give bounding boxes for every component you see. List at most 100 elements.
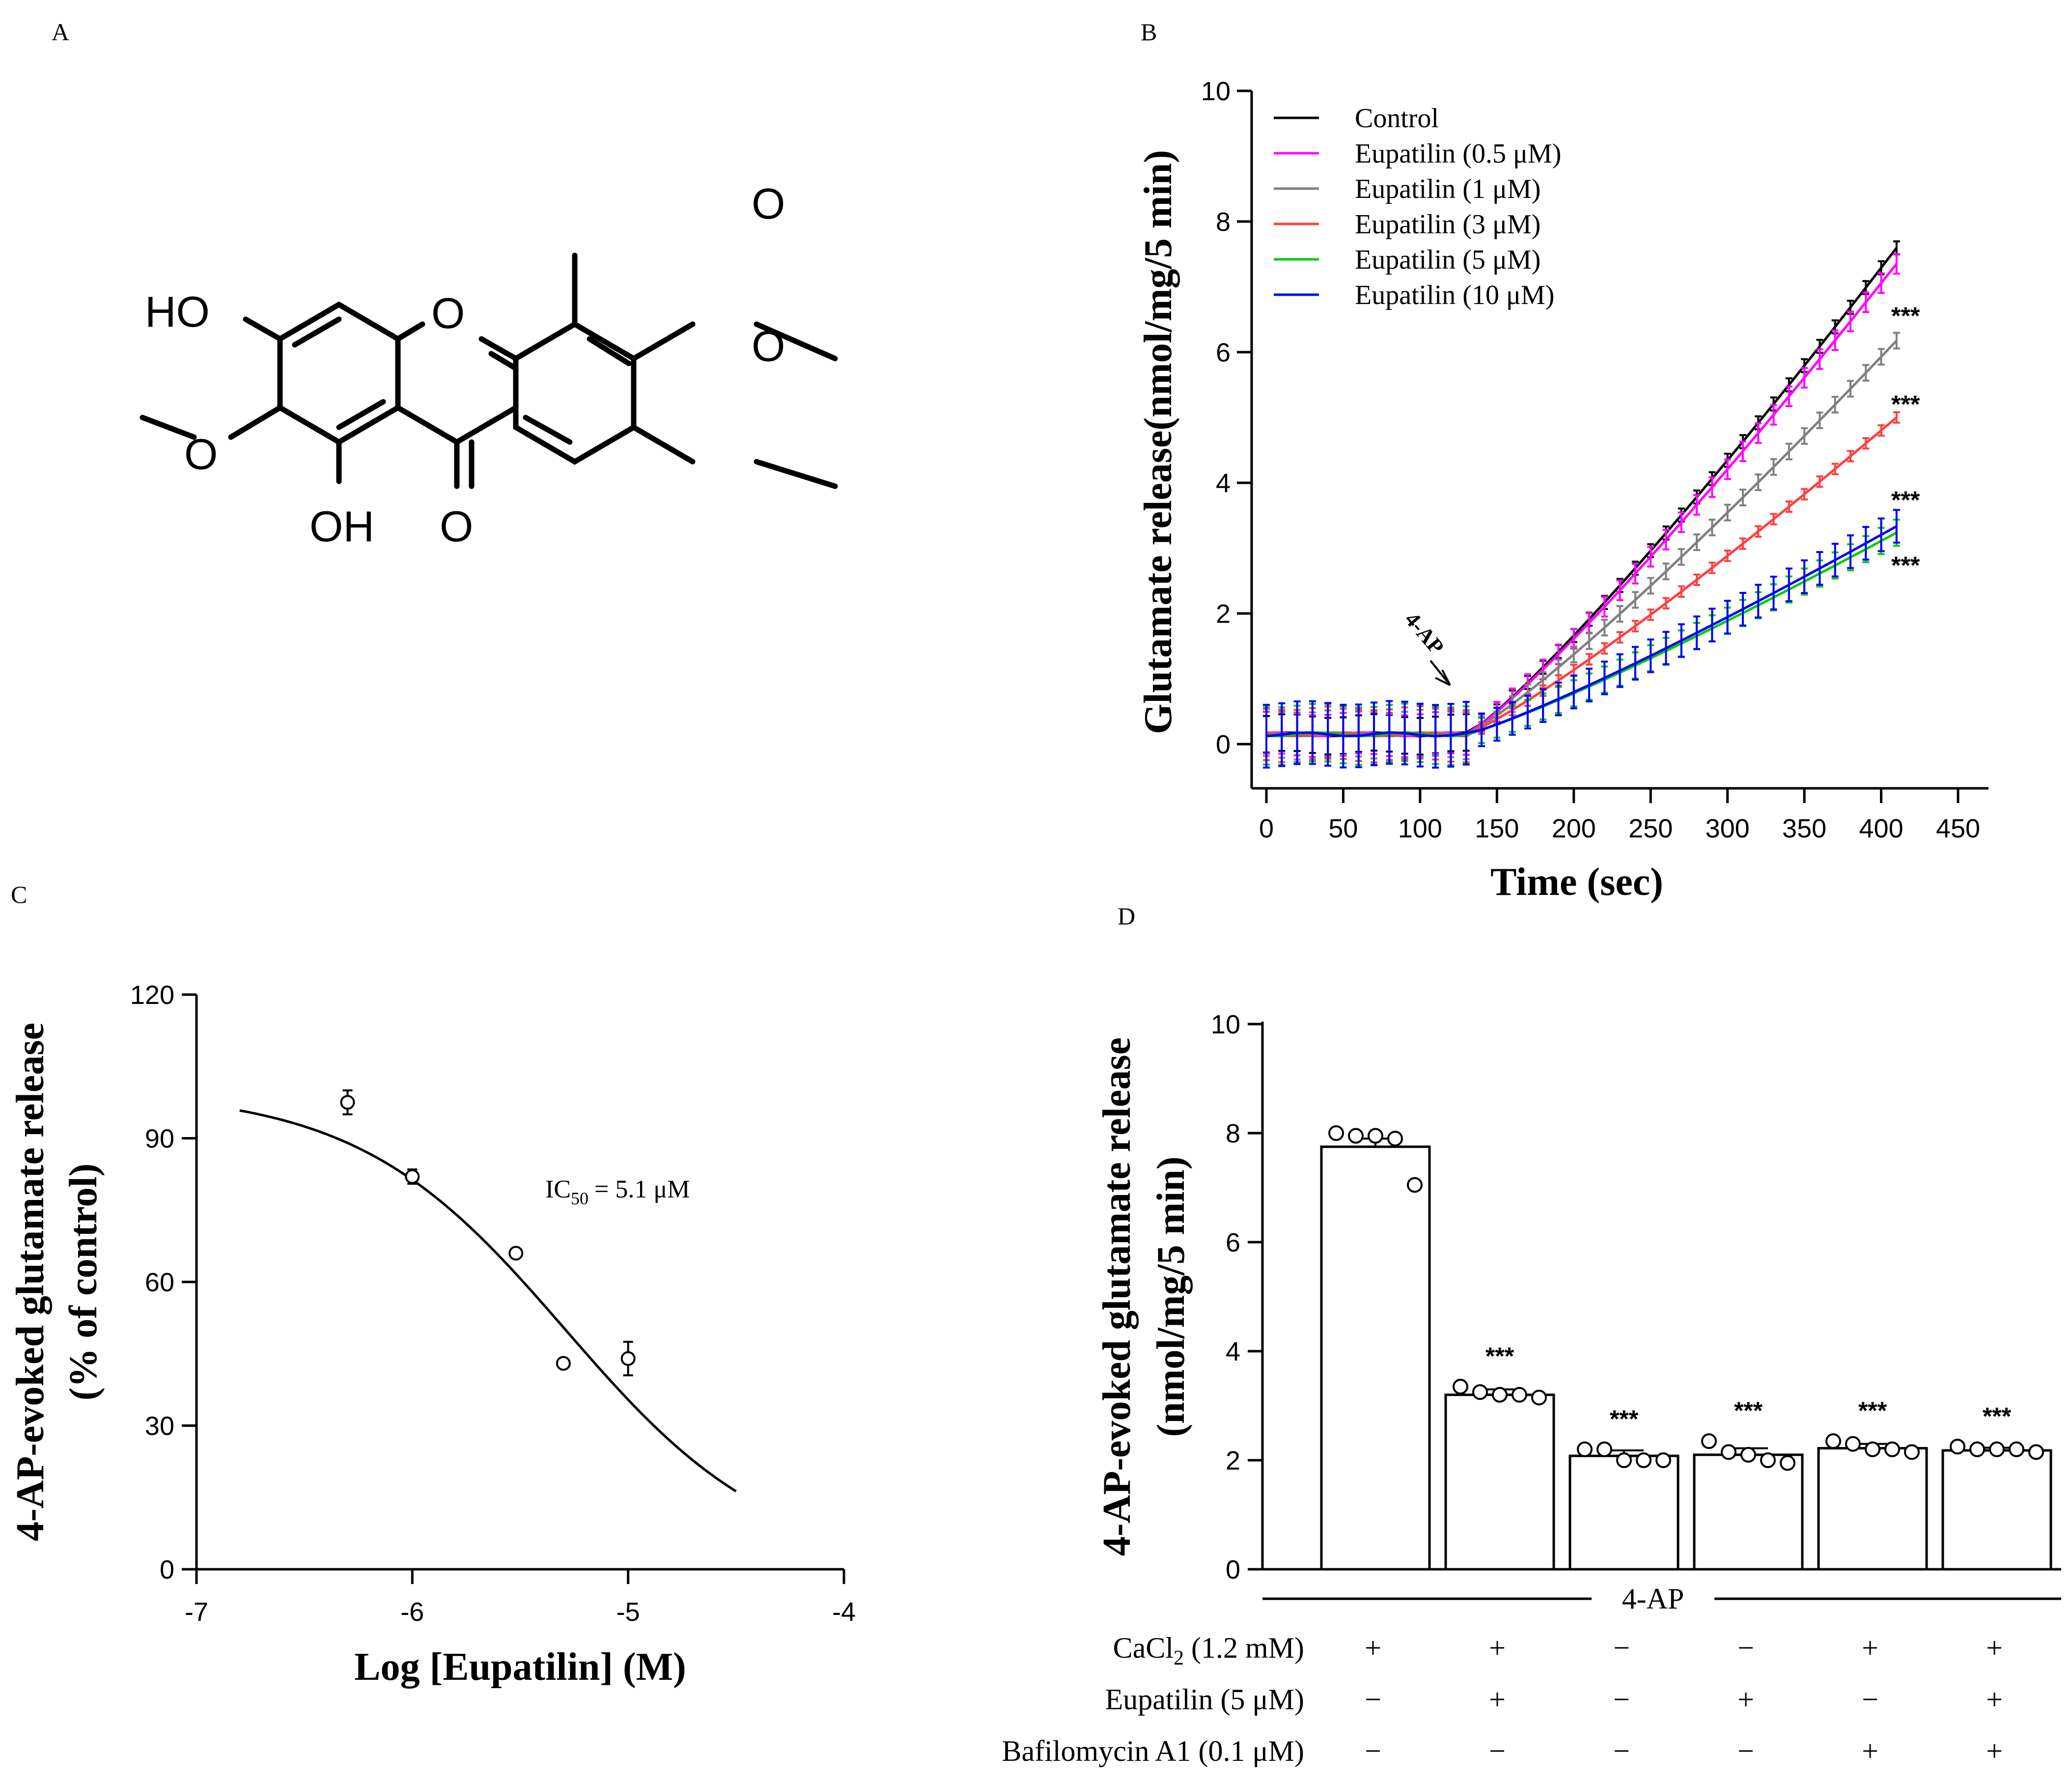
structure-double-bonds — [292, 316, 632, 489]
d-condition-suffix: (1.2 mM) — [1184, 1632, 1304, 1664]
b-x-tick-label: 400 — [1859, 814, 1904, 843]
d-point — [1348, 1128, 1364, 1144]
c-y-tick-label: 120 — [130, 980, 174, 1010]
d-point — [1368, 1128, 1383, 1144]
b-x-tick-label: 100 — [1398, 814, 1442, 843]
c-x-tick-label: -7 — [185, 1597, 208, 1627]
b-error-bar — [1263, 704, 1270, 769]
d-condition-label-1: Eupatilin (5 μM) — [1105, 1683, 1304, 1716]
d-y-axis-label-line2: (nmol/mg/5 min) — [1149, 1156, 1193, 1437]
carbonyl-oxygen: O — [440, 502, 473, 551]
b-x-tick-label: 0 — [1259, 814, 1274, 843]
d-point — [1492, 1387, 1508, 1403]
d-point — [1655, 1452, 1671, 1468]
d-sign-0-2: − — [1613, 1632, 1630, 1664]
b-x-tick-label: 350 — [1782, 814, 1826, 843]
b-series — [1263, 240, 1900, 769]
b-x-tick-label: 250 — [1628, 814, 1673, 843]
methoxy-4p-oxygen: O — [752, 179, 785, 228]
d-sign-1-0: − — [1365, 1683, 1381, 1716]
c-point-1 — [405, 1169, 420, 1184]
b-4ap-arrow — [1429, 660, 1451, 686]
c-data-points — [340, 1089, 636, 1377]
c-y-tick-label: 60 — [145, 1268, 174, 1297]
c-ic50-subscript: 50 — [571, 1189, 588, 1208]
c-ic50-annotation: IC50 = 5.1 μM — [545, 1175, 690, 1208]
d-point — [1950, 1439, 1965, 1455]
d-condition-name: Bafilomycin A1 (0.1 μM) — [1002, 1735, 1304, 1767]
d-point — [1472, 1384, 1488, 1400]
b-legend-label-3: Eupatilin (3 μM) — [1355, 209, 1540, 240]
b-y-tick-label: 8 — [1216, 207, 1231, 237]
b-y-tick-label: 2 — [1216, 599, 1231, 629]
b-x-tick-label: 200 — [1552, 814, 1596, 843]
d-sign-1-1: + — [1489, 1683, 1506, 1716]
d-point — [1904, 1444, 1920, 1460]
d-bar-group-0 — [1320, 1125, 1431, 1571]
c-fit-curve — [239, 1109, 737, 1493]
d-bar-stars-5: *** — [1983, 1402, 2012, 1430]
methoxy-3p-oxygen: O — [752, 322, 785, 370]
d-sign-2-5: + — [1986, 1735, 2003, 1767]
c-x-tick-label: -5 — [616, 1597, 640, 1627]
d-y-tick-label: 8 — [1226, 1119, 1240, 1148]
d-bar-stars-2: *** — [1610, 1405, 1639, 1433]
d-y-axis-label-line1: 4-AP-evoked glutamate release — [1095, 1037, 1139, 1556]
b-series-5 — [1263, 509, 1900, 769]
d-point — [1825, 1433, 1841, 1449]
d-bar-stars-1: *** — [1485, 1342, 1514, 1370]
d-point — [2009, 1441, 2024, 1457]
d-sign-2-2: − — [1613, 1735, 1630, 1767]
d-group-label: 4-AP — [1622, 1583, 1684, 1615]
d-sign-0-1: + — [1489, 1632, 1506, 1664]
d-y-tick-label: 4 — [1226, 1337, 1240, 1366]
c-y-tick-label: 30 — [145, 1412, 174, 1441]
d-sign-0-0: + — [1365, 1632, 1381, 1664]
d-condition-label-0: CaCl2 (1.2 mM) — [1113, 1632, 1304, 1669]
d-bar-5 — [1941, 1449, 2052, 1571]
d-sign-2-3: − — [1737, 1735, 1754, 1767]
c-y-tick-label: 90 — [145, 1124, 174, 1154]
b-stars: *** — [1891, 390, 1920, 418]
d-point — [1969, 1441, 1985, 1457]
d-point — [2028, 1444, 2044, 1460]
c-ic50-value: = 5.1 μM — [594, 1175, 690, 1203]
c-y-tick-label: 0 — [160, 1555, 174, 1584]
panel-b-time-course: 0 2 4 6 8 10 0 50 100 150 200 250 300 350 400 450 Cont… — [1137, 77, 1988, 904]
panel-label-a: A — [52, 18, 69, 46]
d-point — [1328, 1125, 1344, 1141]
b-legend-label-2: Eupatilin (1 μM) — [1355, 174, 1540, 204]
b-series-2 — [1263, 332, 1900, 761]
eupatilin-structure: HO OH O O O O O — [140, 179, 838, 551]
d-point — [1701, 1433, 1717, 1449]
b-legend-label-4: Eupatilin (5 μM) — [1355, 245, 1540, 275]
c-x-axis-label: Log [Eupatilin] (M) — [354, 1645, 686, 1689]
d-point — [1884, 1441, 1900, 1457]
d-y-tick-label: 2 — [1226, 1446, 1240, 1475]
d-point — [1721, 1444, 1736, 1460]
hydroxyl-7: HO — [145, 287, 210, 336]
d-point — [1636, 1452, 1652, 1468]
d-sign-1-3: + — [1737, 1683, 1754, 1716]
d-condition-label-2: Bafilomycin A1 (0.1 μM) — [1002, 1735, 1304, 1767]
d-y-tick-label: 6 — [1226, 1228, 1240, 1257]
d-y-tick-label: 10 — [1211, 1010, 1240, 1039]
d-sign-2-1: − — [1489, 1735, 1506, 1767]
d-bar-group-2: *** — [1568, 1405, 1680, 1571]
d-bar-group-5: *** — [1941, 1402, 2052, 1571]
hydroxyl-5: OH — [309, 502, 374, 551]
b-line-2 — [1266, 339, 1898, 738]
b-y-tick-label: 4 — [1216, 469, 1231, 498]
d-point — [1616, 1452, 1632, 1468]
c-y-ticks: 0 30 60 90 120 — [130, 980, 196, 1584]
b-x-tick-label: 300 — [1706, 814, 1750, 843]
d-point — [1387, 1131, 1403, 1147]
d-condition-name: CaCl — [1113, 1632, 1174, 1664]
d-point — [1740, 1446, 1756, 1463]
b-x-axis-label: Time (sec) — [1490, 861, 1663, 904]
b-line-5 — [1266, 525, 1898, 738]
d-bar-group-4: *** — [1817, 1397, 1928, 1571]
d-point — [1407, 1177, 1423, 1193]
b-x-tick-label: 150 — [1475, 814, 1519, 843]
